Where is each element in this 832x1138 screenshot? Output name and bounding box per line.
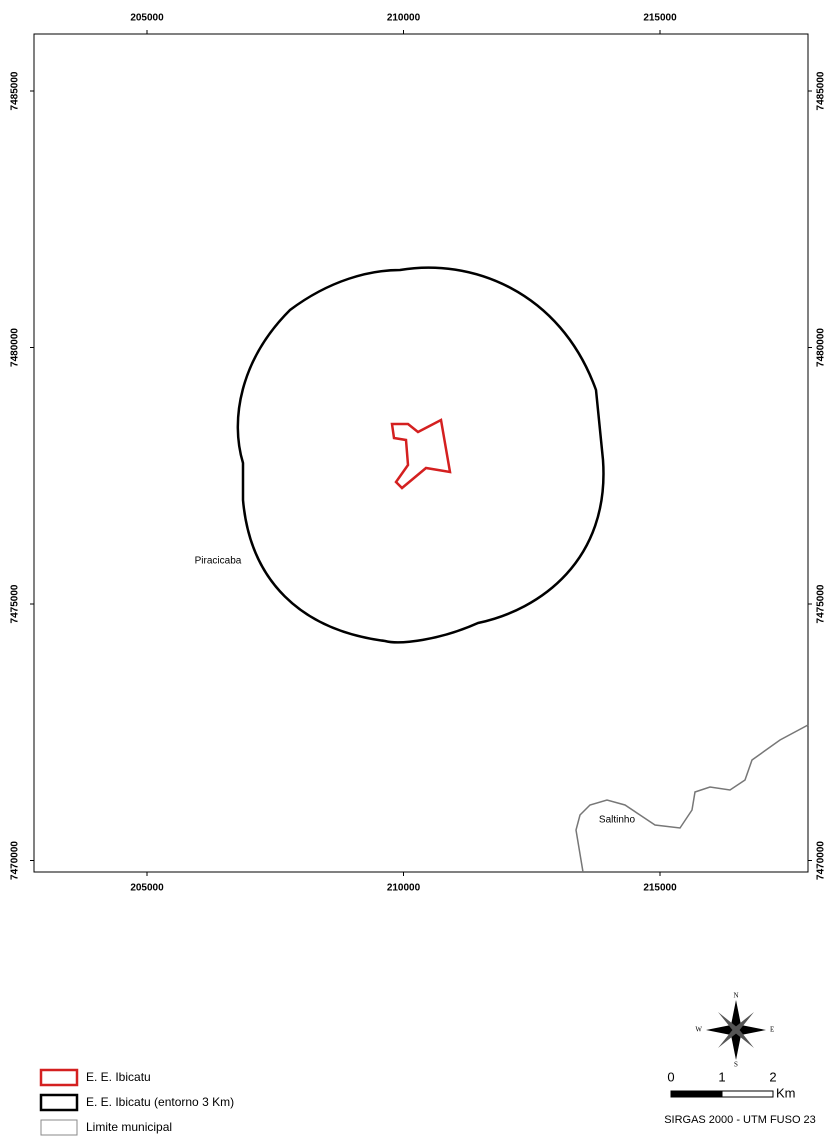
scale-unit: Km xyxy=(776,1085,796,1100)
scale-label: 2 xyxy=(769,1069,776,1084)
x-tick-label: 210000 xyxy=(387,883,421,894)
y-tick-label: 7470000 xyxy=(10,841,21,880)
scale-label: 1 xyxy=(718,1069,725,1084)
x-tick-label: 215000 xyxy=(643,883,677,894)
y-tick-label: 7475000 xyxy=(816,584,827,623)
legend-label: Limite municipal xyxy=(86,1120,172,1134)
x-tick-label: 215000 xyxy=(643,13,677,24)
compass: N E S W xyxy=(695,992,774,1069)
y-tick-label: 7480000 xyxy=(10,328,21,367)
y-tick-label: 7470000 xyxy=(816,841,827,880)
scale-label: 0 xyxy=(667,1069,674,1084)
y-tick-label: 7485000 xyxy=(816,71,827,110)
x-tick-label: 205000 xyxy=(130,883,164,894)
x-tick-label: 205000 xyxy=(130,13,164,24)
x-tick-label: 210000 xyxy=(387,13,421,24)
map-frame xyxy=(33,33,809,873)
scale-bar: 0 1 2 Km xyxy=(667,1069,795,1100)
ibicatu-area xyxy=(390,418,452,490)
y-tick-label: 7485000 xyxy=(10,71,21,110)
place-label: Saltinho xyxy=(599,815,636,826)
projection: SIRGAS 2000 - UTM FUSO 23 xyxy=(664,1114,816,1126)
y-tick-label: 7480000 xyxy=(816,328,827,367)
legend-label: E. E. Ibicatu xyxy=(86,1070,151,1084)
place-label: Piracicaba xyxy=(195,556,242,567)
coordinate-grid: 205000 205000 210000 210000 215000 215000 7485… xyxy=(10,13,827,894)
compass-label: N xyxy=(733,992,738,1000)
buffer-3km xyxy=(236,266,605,644)
compass-label: S xyxy=(734,1061,738,1069)
municipal-boundary xyxy=(575,724,809,873)
compass-label: E xyxy=(770,1026,774,1034)
y-tick-label: 7475000 xyxy=(10,584,21,623)
legend-label: E. E. Ibicatu (entorno 3 Km) xyxy=(86,1095,234,1109)
legend: E. E. Ibicatu E. E. Ibicatu (entorno 3 K… xyxy=(39,1068,234,1136)
compass-label: W xyxy=(695,1026,702,1034)
